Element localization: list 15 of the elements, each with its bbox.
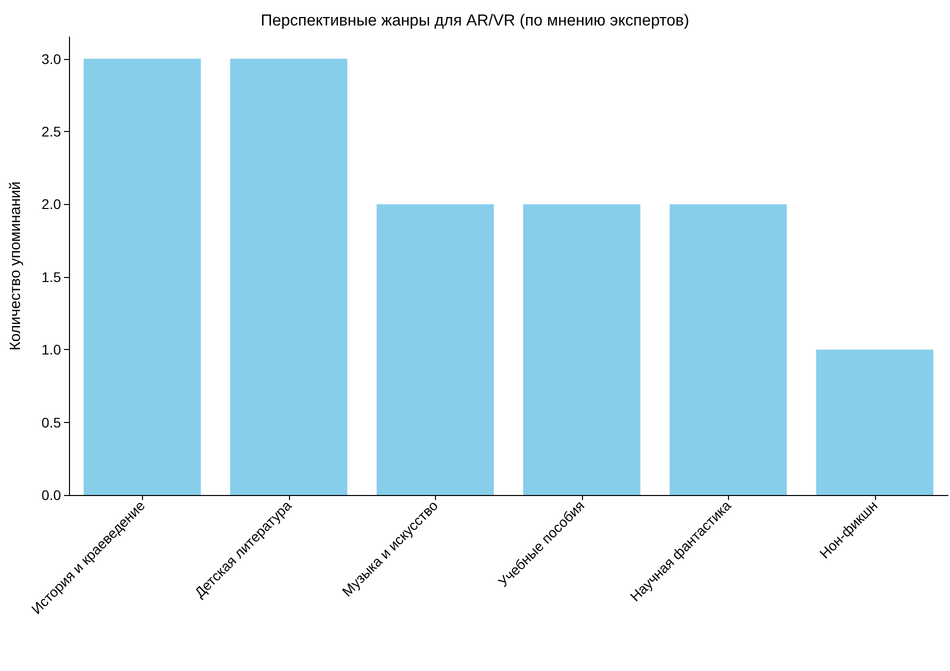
bar (816, 350, 934, 495)
bar (84, 58, 201, 495)
bar (230, 58, 348, 495)
y-tick-label: 3.0 (42, 50, 62, 67)
chart-title: Перспективные жанры для AR/VR (по мнению экспертов) (260, 12, 690, 30)
bar (376, 204, 494, 495)
y-tick-label: 2.5 (42, 124, 62, 140)
y-tick-label: 1.0 (42, 342, 62, 358)
y-tick-label: 1.5 (42, 268, 62, 285)
y-tick-label: 2.0 (42, 196, 62, 212)
bar (523, 204, 640, 495)
bar (670, 204, 787, 495)
y-tick-label: 0.5 (42, 414, 62, 430)
y-axis-title: Количество упоминаний (7, 181, 24, 351)
y-tick-label: 0.0 (42, 487, 62, 503)
